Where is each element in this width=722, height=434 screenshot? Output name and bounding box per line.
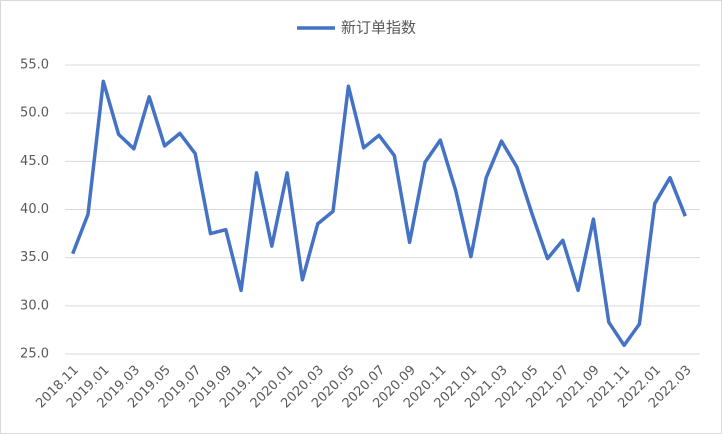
y-tick-label: 25.0 [20,347,49,362]
y-tick-label: 50.0 [20,106,49,121]
y-tick-label: 45.0 [20,154,49,169]
y-tick-label: 35.0 [20,250,49,265]
y-tick-label: 55.0 [20,58,49,73]
data-line [71,79,687,348]
y-tick-label: 40.0 [20,202,49,217]
y-tick-label: 30.0 [20,298,49,313]
legend-label: 新订单指数 [341,19,416,37]
